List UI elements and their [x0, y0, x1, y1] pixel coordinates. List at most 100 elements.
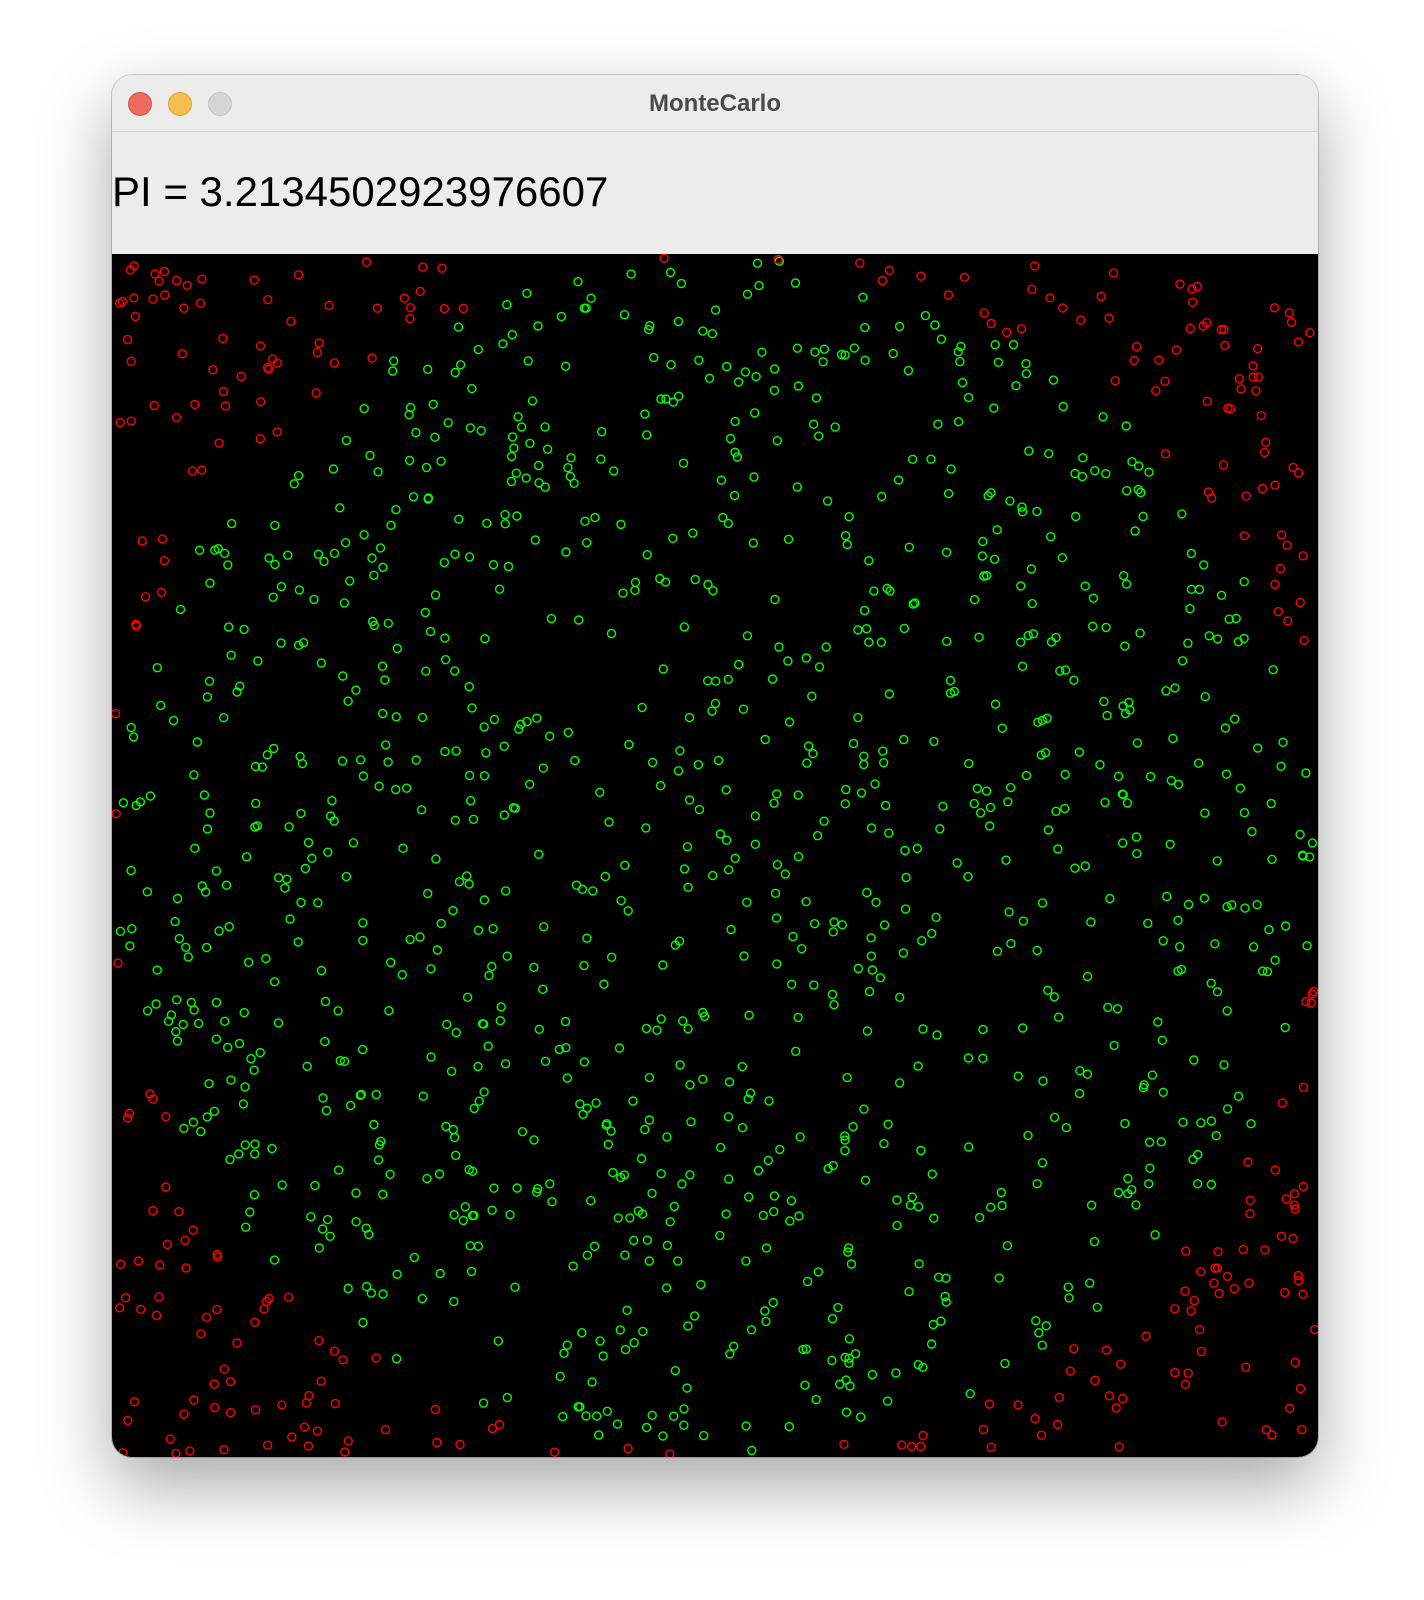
inside-point: [864, 637, 874, 647]
inside-point: [604, 817, 614, 827]
inside-point: [640, 1124, 650, 1135]
inside-point: [1270, 955, 1280, 965]
outside-point: [1151, 385, 1161, 396]
inside-point: [556, 311, 567, 322]
inside-point: [383, 618, 393, 628]
outside-point: [171, 275, 182, 286]
inside-point: [1168, 733, 1178, 744]
inside-point: [1307, 838, 1318, 848]
outside-point: [112, 809, 121, 819]
inside-point: [730, 416, 740, 427]
zoom-button[interactable]: [208, 92, 232, 116]
inside-point: [1193, 758, 1204, 768]
outside-point: [1196, 1346, 1207, 1357]
inside-point: [1088, 621, 1098, 631]
inside-point: [678, 1016, 688, 1026]
inside-point: [465, 796, 476, 806]
outside-point: [1276, 1231, 1287, 1241]
inside-point: [131, 800, 141, 811]
inside-point: [708, 586, 718, 596]
inside-point: [289, 479, 299, 489]
outside-point: [1217, 1417, 1227, 1427]
inside-point: [560, 1016, 571, 1027]
inside-point: [990, 699, 1001, 709]
outside-point: [1288, 1233, 1298, 1244]
inside-point: [641, 1422, 652, 1433]
inside-point: [1026, 564, 1037, 574]
inside-point: [1222, 902, 1232, 912]
inside-point: [1127, 1185, 1137, 1195]
inside-point: [1174, 942, 1185, 952]
inside-point: [320, 996, 331, 1007]
inside-point: [1150, 1230, 1160, 1240]
inside-point: [351, 1217, 361, 1227]
inside-point: [559, 1348, 569, 1359]
inside-point: [821, 642, 831, 652]
inside-point: [1053, 844, 1063, 854]
inside-point: [283, 550, 293, 560]
inside-point: [930, 320, 940, 330]
inside-point: [500, 510, 510, 520]
inside-point: [615, 1325, 625, 1335]
outside-point: [137, 536, 147, 546]
inside-point: [1016, 581, 1026, 591]
inside-point: [1018, 1023, 1028, 1033]
outside-point: [133, 1256, 144, 1266]
inside-point: [1118, 838, 1128, 848]
inside-point: [1122, 485, 1132, 496]
inside-point: [1257, 966, 1268, 976]
inside-point: [270, 520, 280, 531]
inside-point: [938, 801, 948, 811]
inside-point: [1144, 467, 1154, 477]
inside-point: [910, 598, 920, 608]
inside-point: [249, 1065, 259, 1075]
outside-point: [1256, 410, 1267, 421]
inside-point: [666, 359, 676, 370]
inside-point: [1017, 507, 1028, 517]
inside-point: [318, 1093, 328, 1103]
title-bar[interactable]: MonteCarlo: [112, 75, 1318, 132]
inside-point: [827, 989, 838, 1000]
inside-point: [210, 545, 220, 555]
inside-point: [525, 779, 535, 789]
inside-point: [478, 1398, 489, 1408]
inside-point: [209, 1106, 220, 1116]
inside-point: [1144, 1137, 1155, 1147]
inside-point: [630, 585, 640, 595]
inside-point: [670, 1365, 680, 1376]
inside-point: [616, 519, 626, 530]
inside-point: [421, 666, 431, 676]
inside-point: [359, 530, 369, 540]
inside-point: [795, 1132, 805, 1142]
inside-point: [844, 1334, 855, 1344]
outside-point: [218, 386, 229, 397]
inside-point: [694, 355, 704, 366]
close-button[interactable]: [128, 92, 152, 116]
inside-point: [532, 1184, 543, 1194]
inside-point: [580, 516, 590, 526]
inside-point: [1077, 471, 1088, 482]
inside-point: [772, 435, 782, 446]
inside-point: [859, 605, 870, 616]
inside-point: [797, 944, 807, 954]
inside-point: [1117, 789, 1128, 799]
minimize-button[interactable]: [168, 92, 192, 116]
outside-point: [188, 1225, 199, 1235]
outside-point: [196, 465, 207, 475]
inside-point: [819, 344, 830, 354]
inside-point: [662, 1240, 673, 1251]
inside-point: [793, 790, 803, 800]
inside-point: [365, 450, 375, 461]
inside-point: [440, 633, 450, 643]
inside-point: [620, 1344, 631, 1355]
outside-point: [1290, 1357, 1300, 1368]
outside-point: [1216, 324, 1227, 335]
inside-point: [1036, 750, 1046, 760]
inside-point: [142, 1006, 153, 1016]
inside-point: [841, 784, 851, 795]
outside-point: [171, 1448, 181, 1457]
points-canvas: [112, 254, 1318, 1457]
inside-point: [744, 1192, 754, 1202]
inside-point: [1147, 1070, 1158, 1080]
inside-point: [391, 784, 401, 795]
